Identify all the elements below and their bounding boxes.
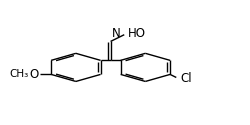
Text: O: O [29,68,38,81]
Text: Cl: Cl [179,72,191,85]
Text: N: N [112,28,120,40]
Text: CH₃: CH₃ [10,69,29,79]
Text: HO: HO [128,27,146,40]
